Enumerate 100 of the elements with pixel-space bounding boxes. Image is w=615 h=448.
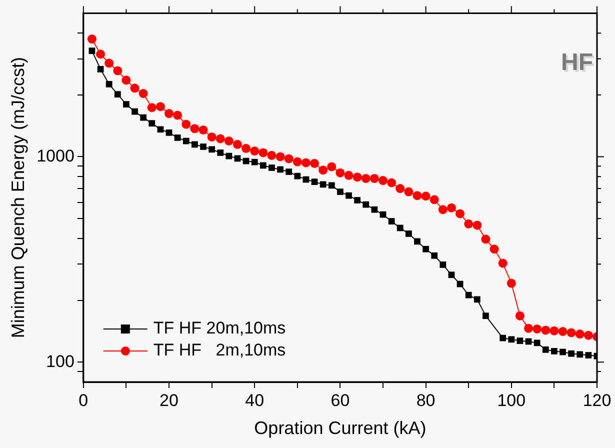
x-tick-label: 40 bbox=[245, 390, 264, 410]
point bbox=[568, 350, 575, 357]
y-axis-title: Minimum Quench Energy (mJ/ccst) bbox=[8, 57, 28, 338]
point bbox=[216, 134, 225, 144]
point bbox=[585, 352, 592, 358]
point bbox=[370, 174, 379, 183]
point bbox=[251, 158, 258, 166]
point bbox=[508, 336, 515, 343]
point bbox=[198, 125, 208, 134]
point bbox=[465, 292, 472, 298]
point bbox=[88, 48, 96, 54]
point bbox=[404, 187, 414, 196]
point bbox=[311, 178, 318, 185]
point bbox=[422, 246, 429, 252]
point bbox=[328, 182, 335, 189]
point bbox=[294, 172, 301, 180]
point bbox=[362, 201, 370, 208]
point bbox=[301, 158, 310, 168]
point bbox=[448, 272, 455, 278]
x-tick-label: 60 bbox=[330, 390, 350, 410]
point bbox=[164, 109, 174, 118]
x-tick-label: 0 bbox=[78, 390, 88, 410]
point bbox=[440, 262, 446, 268]
point bbox=[541, 326, 550, 335]
point bbox=[157, 126, 164, 133]
point bbox=[292, 157, 302, 166]
point bbox=[430, 195, 439, 204]
point bbox=[192, 141, 198, 148]
point bbox=[182, 120, 191, 129]
point bbox=[558, 326, 568, 336]
point bbox=[481, 234, 490, 244]
point bbox=[190, 124, 200, 134]
point bbox=[456, 209, 465, 218]
point bbox=[267, 150, 276, 160]
point bbox=[114, 91, 121, 98]
point bbox=[361, 174, 370, 183]
point bbox=[542, 346, 549, 353]
point bbox=[122, 76, 131, 85]
point bbox=[200, 144, 206, 150]
point bbox=[464, 219, 474, 228]
x-tick-label: 120 bbox=[582, 390, 612, 410]
point bbox=[482, 312, 489, 320]
point bbox=[371, 206, 378, 213]
point bbox=[96, 50, 106, 59]
x-axis-title: Opration Current (kA) bbox=[254, 418, 426, 438]
point bbox=[337, 188, 344, 195]
point bbox=[472, 220, 482, 230]
point bbox=[277, 166, 284, 173]
point bbox=[276, 152, 285, 162]
point bbox=[532, 324, 542, 334]
point bbox=[268, 164, 275, 171]
point bbox=[387, 178, 396, 188]
point bbox=[156, 102, 165, 112]
x-tick-label: 20 bbox=[160, 390, 178, 410]
point bbox=[421, 192, 430, 201]
point bbox=[224, 136, 234, 146]
point bbox=[260, 162, 266, 169]
point bbox=[414, 238, 420, 245]
point bbox=[396, 184, 405, 194]
point bbox=[412, 191, 422, 200]
point bbox=[123, 101, 130, 108]
point bbox=[87, 34, 96, 44]
point bbox=[500, 334, 506, 342]
point bbox=[284, 154, 294, 164]
point bbox=[474, 296, 480, 303]
point bbox=[396, 224, 404, 232]
annotation: HF bbox=[563, 50, 595, 78]
point bbox=[498, 258, 508, 268]
point bbox=[207, 132, 216, 142]
point bbox=[97, 66, 104, 72]
point bbox=[286, 168, 292, 175]
point bbox=[506, 278, 516, 288]
point bbox=[354, 197, 361, 204]
point bbox=[490, 244, 499, 254]
point bbox=[258, 148, 268, 158]
point bbox=[576, 351, 584, 358]
legend-label: TF HF 20m,10ms bbox=[153, 318, 286, 338]
point bbox=[182, 138, 190, 144]
point bbox=[327, 162, 336, 172]
point bbox=[250, 146, 260, 156]
point bbox=[534, 340, 540, 346]
point bbox=[132, 108, 138, 115]
point bbox=[130, 84, 140, 93]
point bbox=[242, 144, 251, 153]
point bbox=[166, 129, 172, 136]
point bbox=[388, 218, 395, 224]
point bbox=[446, 203, 456, 212]
point bbox=[147, 103, 156, 112]
point bbox=[378, 176, 388, 186]
point bbox=[336, 168, 345, 178]
point bbox=[344, 170, 354, 180]
point bbox=[318, 166, 328, 175]
x-tick-label: 100 bbox=[497, 390, 526, 410]
point bbox=[174, 134, 181, 141]
legend-label: TF HF 2m,10ms bbox=[153, 340, 286, 360]
point bbox=[352, 172, 362, 182]
point bbox=[138, 89, 148, 98]
point bbox=[584, 330, 593, 340]
point bbox=[346, 192, 352, 199]
point bbox=[310, 158, 320, 168]
